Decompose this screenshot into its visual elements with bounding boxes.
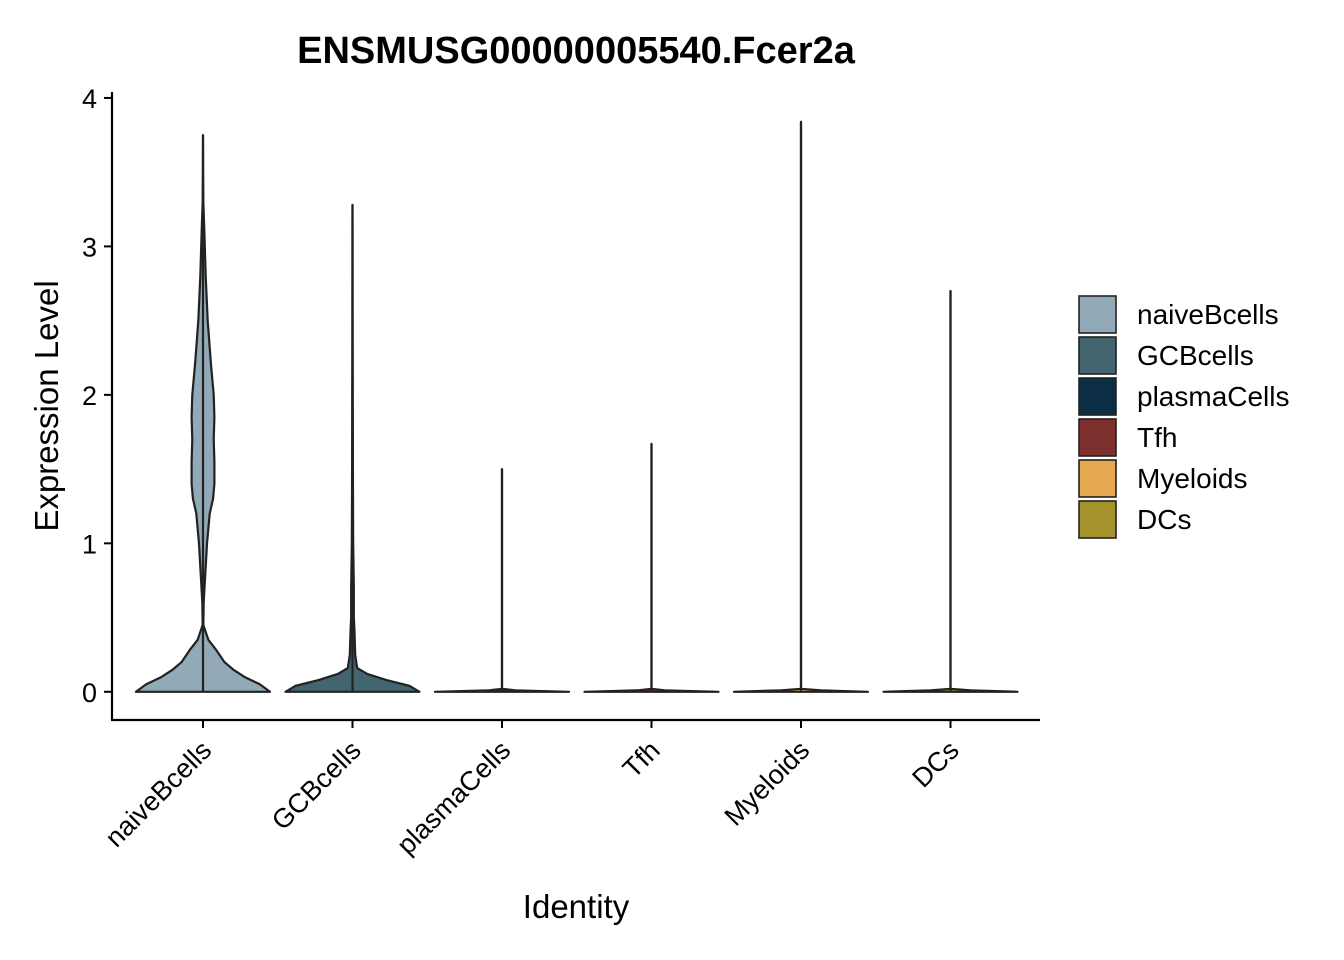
legend-swatch-Tfh — [1078, 418, 1117, 457]
violin-group — [134, 120, 1019, 693]
legend-label-Tfh: Tfh — [1137, 422, 1177, 453]
x-tick-label: GCBcells — [266, 735, 367, 836]
x-tick-group: naiveBcells GCBcells plasmaCells Tfh Myeloid… — [99, 720, 965, 860]
legend-swatch-DCs — [1078, 500, 1117, 539]
legend: naiveBcells GCBcells plasmaCells Tfh Myeloid… — [1078, 295, 1290, 539]
legend-swatch-naiveBcells — [1078, 295, 1117, 334]
x-axis-title: Identity — [523, 888, 630, 925]
y-tick-label: 0 — [82, 678, 97, 708]
x-tick-label: Tfh — [617, 735, 666, 784]
x-tick-label: plasmaCells — [391, 735, 516, 860]
legend-label-plasmaCells: plasmaCells — [1137, 381, 1290, 412]
legend-swatch-plasmaCells — [1078, 377, 1117, 416]
legend-swatch-Myeloids — [1078, 459, 1117, 498]
y-tick-label: 3 — [82, 232, 97, 262]
chart-title: ENSMUSG00000005540.Fcer2a — [297, 30, 856, 72]
x-tick-label: DCs — [906, 735, 964, 793]
y-tick-label: 1 — [82, 529, 97, 559]
y-tick-label: 4 — [82, 84, 97, 114]
legend-swatch-GCBcells — [1078, 336, 1117, 375]
legend-label-naiveBcells: naiveBcells — [1137, 299, 1279, 330]
legend-label-DCs: DCs — [1137, 504, 1191, 535]
x-tick-label: naiveBcells — [99, 735, 217, 853]
y-tick-group: 0 1 2 3 4 — [82, 84, 112, 708]
legend-label-Myeloids: Myeloids — [1137, 463, 1247, 494]
y-axis-title: Expression Level — [28, 280, 65, 531]
y-tick-label: 2 — [82, 381, 97, 411]
legend-label-GCBcells: GCBcells — [1137, 340, 1254, 371]
x-tick-label: Myeloids — [719, 735, 816, 832]
